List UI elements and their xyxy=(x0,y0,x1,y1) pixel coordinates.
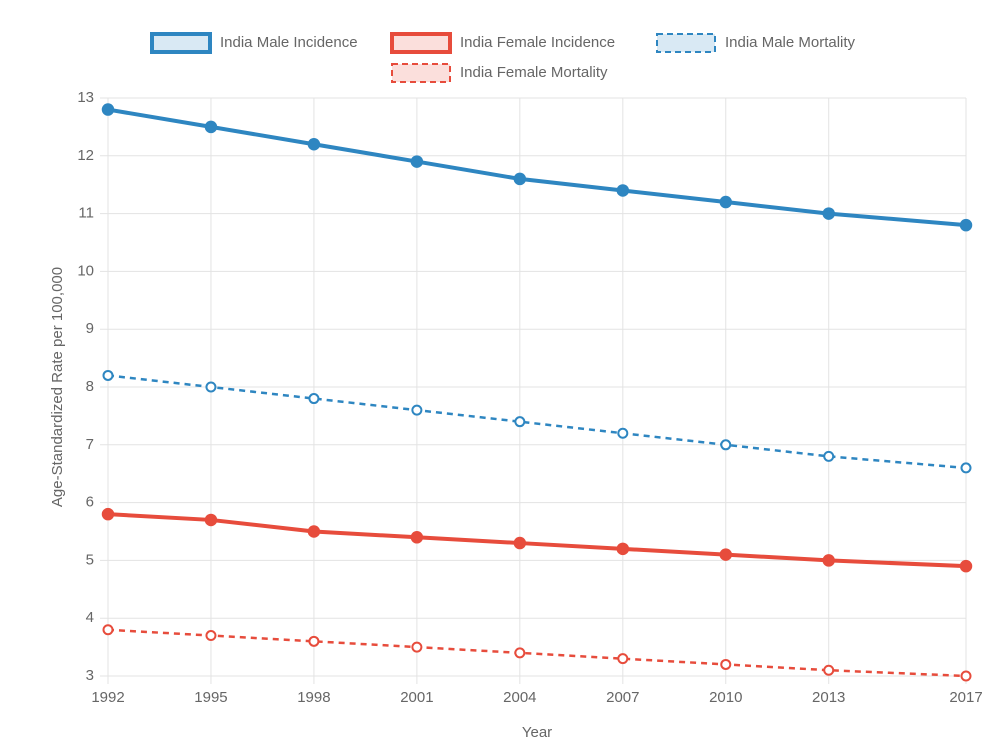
x-tick-label: 2013 xyxy=(812,689,845,706)
legend-label: India Male Incidence xyxy=(220,34,358,51)
data-point xyxy=(823,664,835,676)
data-point xyxy=(960,462,972,474)
data-point xyxy=(205,630,217,642)
data-point xyxy=(410,531,424,544)
legend-swatch xyxy=(656,33,716,53)
data-point xyxy=(617,653,629,665)
data-point xyxy=(514,416,526,428)
data-point xyxy=(616,184,630,197)
data-point xyxy=(616,542,630,556)
legend-label: India Female Mortality xyxy=(460,64,608,81)
legend-swatch xyxy=(390,32,452,54)
data-point xyxy=(101,507,115,521)
data-point xyxy=(959,559,973,573)
data-point xyxy=(822,207,835,220)
x-tick-label: 1992 xyxy=(91,689,124,706)
x-tick-label: 2017 xyxy=(949,689,982,706)
x-axis-title: Year xyxy=(522,724,552,741)
legend-swatch xyxy=(391,63,451,83)
series-line xyxy=(107,374,967,470)
data-point xyxy=(823,450,835,462)
y-tick-label: 12 xyxy=(77,147,94,164)
data-point xyxy=(822,554,835,567)
data-point xyxy=(719,548,733,561)
x-tick-label: 2001 xyxy=(400,689,433,706)
x-tick-label: 1998 xyxy=(297,689,330,706)
data-point xyxy=(411,404,423,416)
x-tick-label: 2007 xyxy=(606,689,639,706)
y-tick-label: 10 xyxy=(77,262,94,279)
data-point xyxy=(308,635,320,647)
y-tick-label: 4 xyxy=(86,609,94,626)
data-point xyxy=(959,218,973,232)
data-point xyxy=(514,647,526,659)
y-tick-label: 6 xyxy=(86,494,94,511)
data-point xyxy=(513,536,527,550)
y-tick-label: 11 xyxy=(78,205,94,222)
y-tick-label: 13 xyxy=(77,89,94,106)
y-tick-label: 7 xyxy=(86,436,94,453)
y-tick-label: 5 xyxy=(86,551,94,568)
x-tick-label: 1995 xyxy=(194,689,227,706)
data-point xyxy=(617,427,629,439)
legend-swatch xyxy=(150,32,212,54)
y-tick-label: 9 xyxy=(86,320,94,337)
x-tick-label: 2004 xyxy=(503,689,536,706)
data-point xyxy=(411,641,423,653)
x-tick-label: 2010 xyxy=(709,689,742,706)
y-tick-label: 8 xyxy=(86,378,94,395)
y-axis-title: Age-Standardized Rate per 100,000 xyxy=(49,267,66,507)
legend-label: India Male Mortality xyxy=(725,34,856,51)
series-line xyxy=(107,628,967,678)
data-point xyxy=(102,369,114,381)
series-line xyxy=(107,512,967,569)
data-point xyxy=(307,525,321,538)
data-point xyxy=(960,670,972,682)
legend-label: India Female Incidence xyxy=(460,34,615,51)
data-point xyxy=(204,513,218,527)
data-point xyxy=(102,624,114,636)
data-point xyxy=(410,155,424,168)
data-point xyxy=(205,381,217,393)
y-tick-label: 3 xyxy=(86,667,94,684)
data-point xyxy=(513,172,527,186)
data-point xyxy=(307,137,321,151)
data-point xyxy=(308,393,320,405)
data-point xyxy=(720,439,732,451)
data-point xyxy=(204,120,218,134)
series-line xyxy=(107,107,967,228)
data-point xyxy=(720,658,732,670)
data-point xyxy=(719,195,733,209)
data-point xyxy=(101,103,115,116)
